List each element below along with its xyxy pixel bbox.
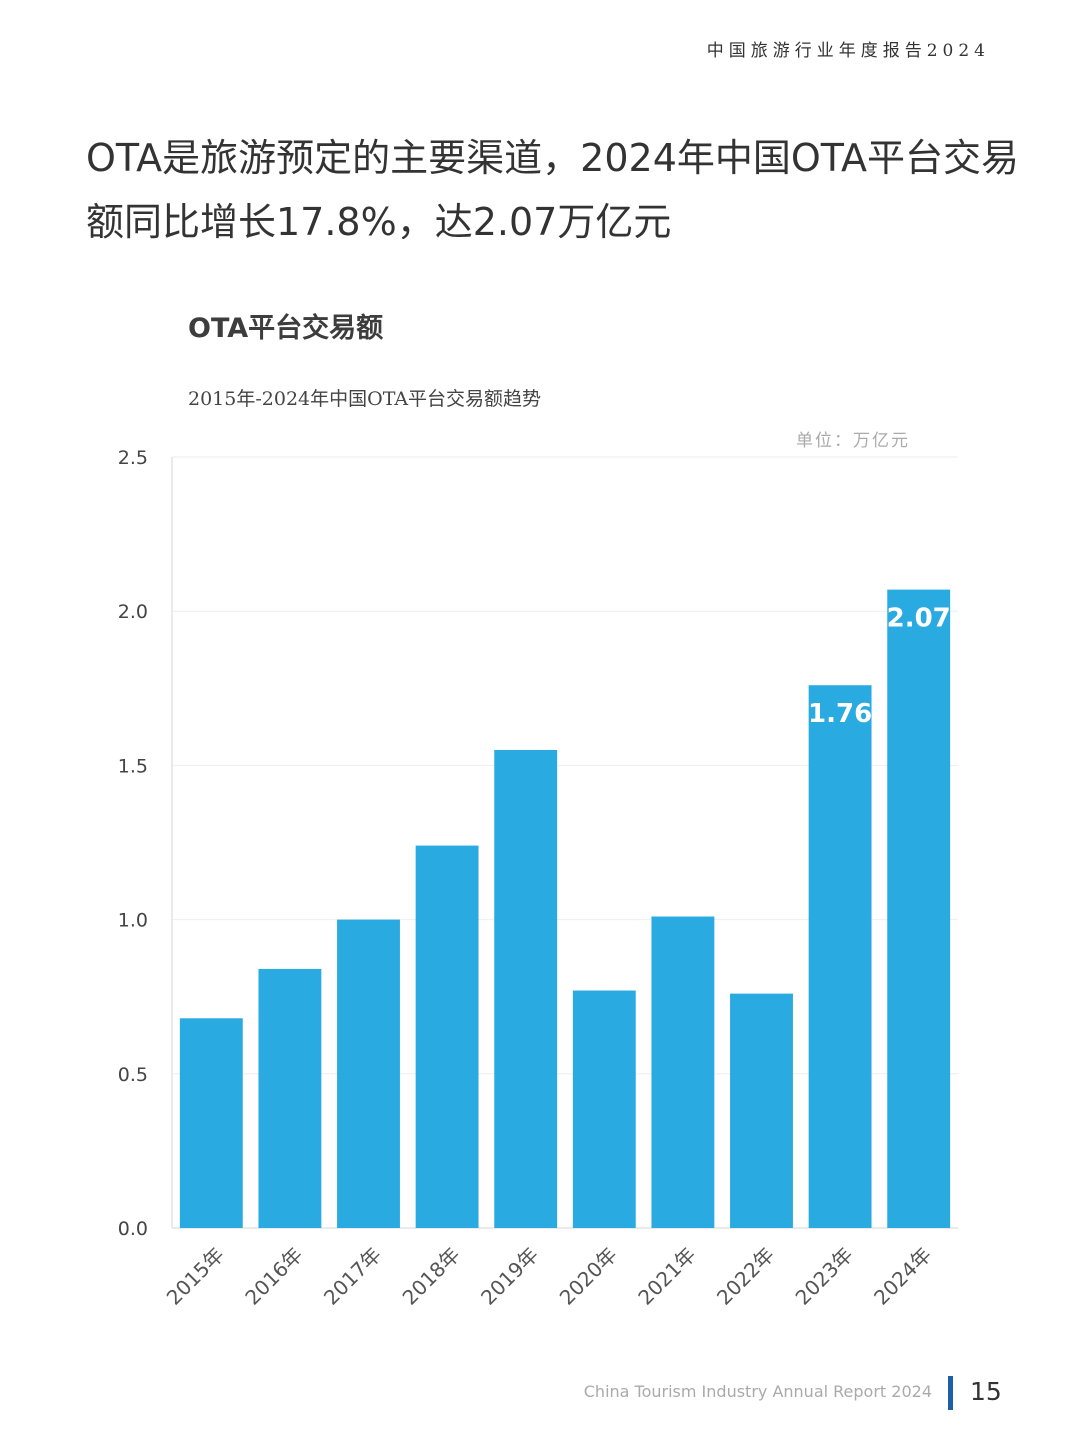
bar-2022年 <box>730 994 793 1228</box>
x-tick-label: 2017年 <box>319 1243 386 1310</box>
y-tick-label: 1.0 <box>118 910 148 932</box>
bar-2021年 <box>651 917 714 1228</box>
bar-2017年 <box>337 920 400 1228</box>
footer-accent-bar <box>948 1376 953 1410</box>
page-number: 15 <box>970 1377 1002 1406</box>
bar-2019年 <box>494 750 557 1228</box>
y-tick-label: 1.5 <box>118 755 148 777</box>
footer-report-name: China Tourism Industry Annual Report 202… <box>584 1382 932 1401</box>
x-tick-label: 2021年 <box>633 1243 700 1310</box>
bar-2018年 <box>416 846 479 1228</box>
data-label: 2.07 <box>887 604 951 634</box>
chart-bars <box>180 590 950 1228</box>
x-tick-label: 2016年 <box>240 1243 307 1310</box>
x-tick-label: 2019年 <box>476 1243 543 1310</box>
bar-2016年 <box>258 969 321 1228</box>
x-tick-label: 2015年 <box>162 1243 229 1310</box>
y-tick-label: 0.0 <box>118 1218 148 1240</box>
bar-2024年 <box>887 590 950 1228</box>
bar-chart: 0.00.51.01.52.02.5 1.762.07 2015年 2016年 20… <box>0 0 1080 1360</box>
y-tick-label: 2.0 <box>118 601 148 623</box>
y-tick-label: 2.5 <box>118 447 148 469</box>
x-tick-label: 2024年 <box>869 1243 936 1310</box>
bar-2015年 <box>180 1018 243 1228</box>
x-axis-ticks: 2015年 2016年 2017年 2018年 2019年 2020年 2021年 2022年… <box>162 1243 937 1310</box>
y-axis-ticks: 0.0 0.5 1.0 1.5 2.0 2.5 <box>118 447 148 1240</box>
bar-2023年 <box>809 685 872 1228</box>
y-tick-label: 0.5 <box>118 1064 148 1086</box>
x-tick-label: 2018年 <box>398 1243 465 1310</box>
bar-2020年 <box>573 991 636 1228</box>
data-label: 1.76 <box>808 699 872 729</box>
x-tick-label: 2022年 <box>712 1243 779 1310</box>
x-tick-label: 2020年 <box>555 1243 622 1310</box>
x-tick-label: 2023年 <box>791 1243 858 1310</box>
